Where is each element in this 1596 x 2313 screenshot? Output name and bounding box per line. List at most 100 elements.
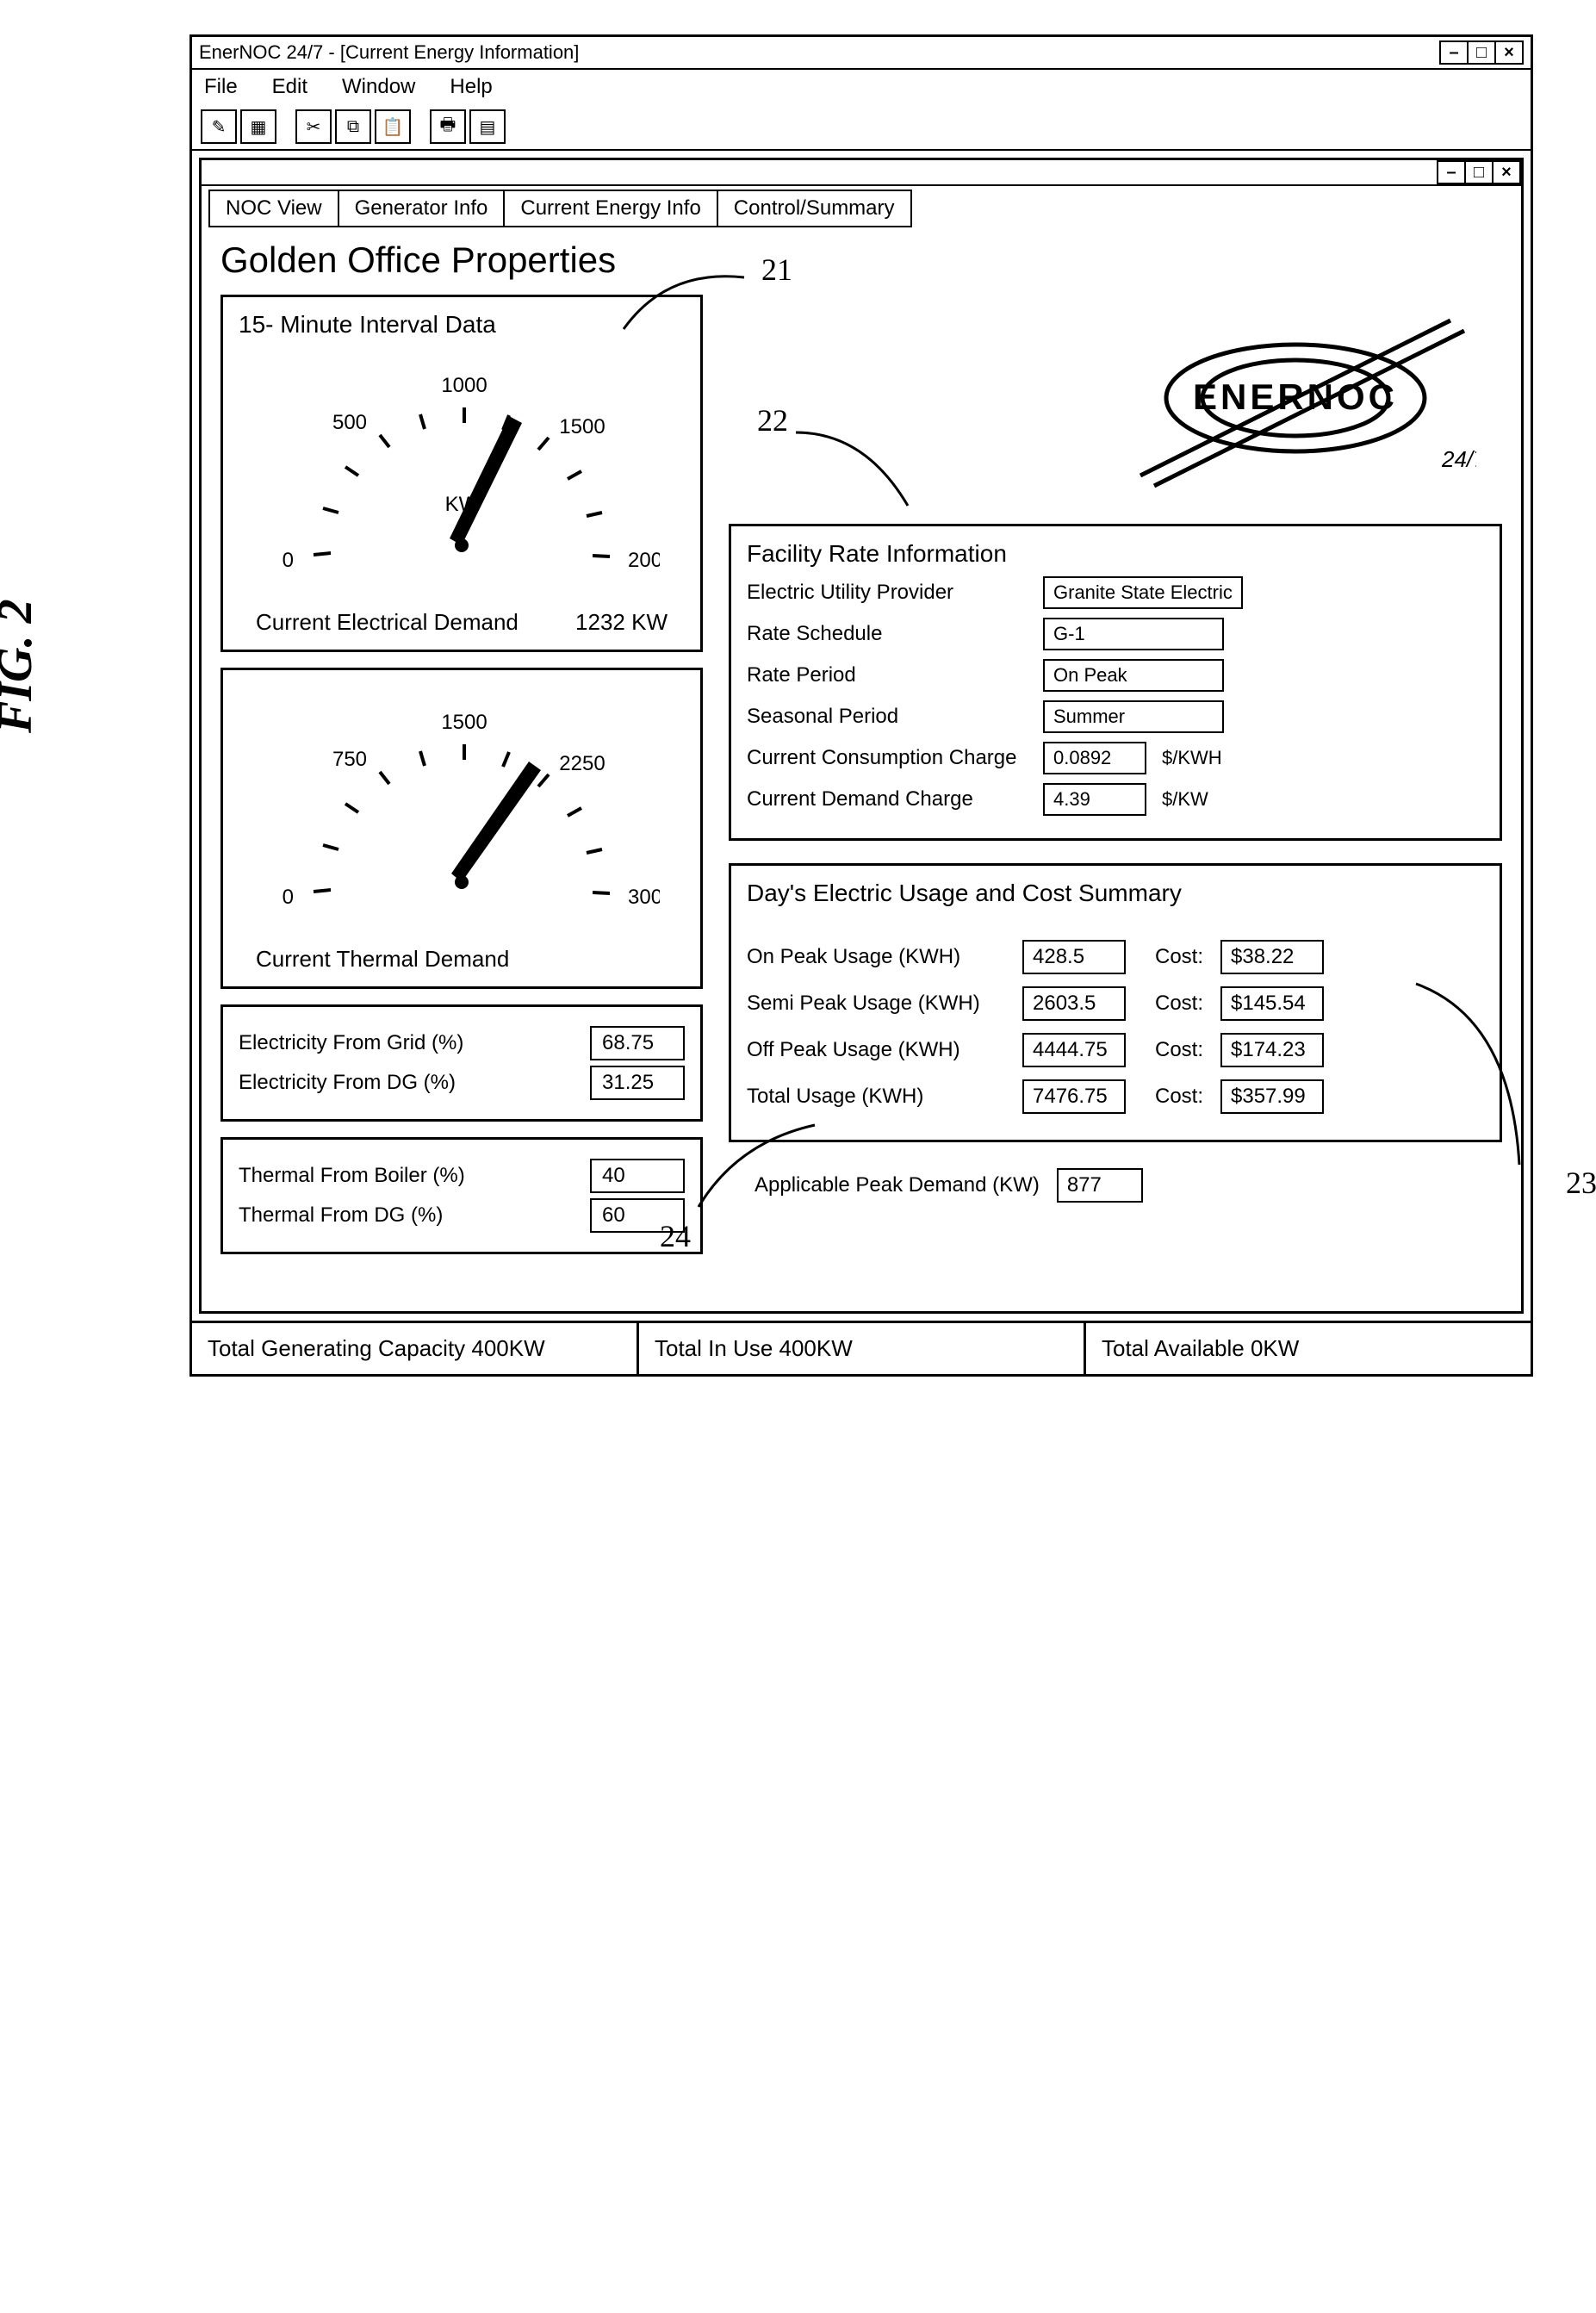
svg-text:3000: 3000: [628, 886, 660, 909]
rate-schedule-value: G-1: [1043, 618, 1224, 650]
usage-peak-wrap: 23 Day's Electric Usage and Cost Summary…: [729, 863, 1502, 1203]
peak-demand-value: 877: [1057, 1168, 1143, 1203]
app-window: EnerNOC 24/7 - [Current Energy Informati…: [189, 34, 1533, 1377]
svg-text:0: 0: [283, 549, 294, 572]
usage-row-onpeak: On Peak Usage (KWH) 428.5 Cost: $38.22: [747, 940, 1484, 974]
pct-therm-boiler-label: Thermal From Boiler (%): [239, 1164, 465, 1188]
rate-consumption-unit: $/KWH: [1162, 747, 1222, 769]
figure-label: FIG. 2: [0, 599, 43, 733]
gauge2-label: Current Thermal Demand: [256, 946, 509, 973]
thermal-demand-panel: 0 750 1500 2250 3000 Current T: [220, 668, 703, 989]
rate-demand-value: 4.39: [1043, 783, 1146, 816]
tab-generator-info[interactable]: Generator Info: [338, 190, 506, 227]
toolbar-btn-copy[interactable]: ⧉: [335, 109, 371, 144]
tab-control-summary[interactable]: Control/Summary: [717, 190, 912, 227]
usage-onpeak-cost: $38.22: [1220, 940, 1324, 974]
rate-row-seasonal: Seasonal Period Summer: [747, 700, 1484, 733]
tab-noc-view[interactable]: NOC View: [208, 190, 339, 227]
usage-onpeak-cost-label: Cost:: [1143, 945, 1203, 969]
rate-row-schedule: Rate Schedule G-1: [747, 618, 1484, 650]
usage-onpeak-value: 428.5: [1022, 940, 1126, 974]
thermal-pct-panel: Thermal From Boiler (%) 40 Thermal From …: [220, 1137, 703, 1254]
maximize-icon[interactable]: □: [1467, 40, 1496, 65]
usage-semipeak-label: Semi Peak Usage (KWH): [747, 992, 1005, 1016]
gauge1-value: 1232 KW: [575, 609, 668, 636]
tab-current-energy[interactable]: Current Energy Info: [503, 190, 717, 227]
rate-provider-label: Electric Utility Provider: [747, 581, 1031, 605]
pct-elec-dg-row: Electricity From DG (%) 31.25: [239, 1066, 685, 1100]
usage-offpeak-cost-label: Cost:: [1143, 1038, 1203, 1062]
toolbar-btn-cut[interactable]: ✂: [295, 109, 332, 144]
toolbar-btn-grid[interactable]: ▤: [469, 109, 506, 144]
callout-22: 22: [757, 402, 788, 438]
svg-text:24/7: 24/7: [1441, 446, 1476, 472]
callout-23: 23: [1566, 1165, 1596, 1201]
usage-total-value: 7476.75: [1022, 1079, 1126, 1114]
peak-demand-row: Applicable Peak Demand (KW) 877: [755, 1168, 1502, 1203]
content-area: 21 22 15- Minute Interval Data: [202, 286, 1521, 1311]
company-logo: ENERNOC 24/7: [1115, 295, 1476, 501]
rate-demand-label: Current Demand Charge: [747, 787, 1031, 811]
rate-row-consumption: Current Consumption Charge 0.0892 $/KWH: [747, 742, 1484, 774]
callout-21: 21: [761, 252, 792, 288]
gauge2-label-row: Current Thermal Demand: [239, 946, 685, 973]
child-maximize-icon[interactable]: □: [1464, 160, 1494, 184]
gauge1-label: Current Electrical Demand: [256, 609, 519, 636]
svg-text:750: 750: [332, 748, 367, 771]
usage-semipeak-value: 2603.5: [1022, 986, 1126, 1021]
usage-row-offpeak: Off Peak Usage (KWH) 4444.75 Cost: $174.…: [747, 1033, 1484, 1067]
usage-offpeak-cost: $174.23: [1220, 1033, 1324, 1067]
menu-window[interactable]: Window: [342, 75, 415, 99]
svg-text:1500: 1500: [441, 711, 487, 734]
menu-file[interactable]: File: [204, 75, 238, 99]
usage-semipeak-cost-label: Cost:: [1143, 992, 1203, 1016]
pct-elec-grid-row: Electricity From Grid (%) 68.75: [239, 1026, 685, 1060]
child-minimize-icon[interactable]: –: [1437, 160, 1466, 184]
toolbar-btn-print[interactable]: 🖶: [430, 109, 466, 144]
callout-curve-24: [686, 1116, 832, 1220]
menubar: File Edit Window Help: [192, 70, 1531, 104]
pct-therm-dg-row: Thermal From DG (%) 60: [239, 1198, 685, 1233]
usage-panel-title: Day's Electric Usage and Cost Summary: [747, 880, 1484, 907]
interval-data-panel: 15- Minute Interval Data: [220, 295, 703, 652]
usage-offpeak-value: 4444.75: [1022, 1033, 1126, 1067]
rate-seasonal-value: Summer: [1043, 700, 1224, 733]
gauge1-label-row: Current Electrical Demand 1232 KW: [239, 609, 685, 636]
electricity-pct-panel: Electricity From Grid (%) 68.75 Electric…: [220, 1004, 703, 1122]
window-title: EnerNOC 24/7 - [Current Energy Informati…: [199, 41, 579, 64]
usage-cost-panel: Day's Electric Usage and Cost Summary On…: [729, 863, 1502, 1142]
child-close-icon[interactable]: ×: [1492, 160, 1521, 184]
minimize-icon[interactable]: –: [1439, 40, 1469, 65]
pct-therm-dg-label: Thermal From DG (%): [239, 1203, 443, 1228]
svg-text:2250: 2250: [559, 752, 605, 775]
usage-total-cost-label: Cost:: [1143, 1085, 1203, 1109]
status-total-in-use: Total In Use 400KW: [639, 1323, 1086, 1374]
usage-row-total: Total Usage (KWH) 7476.75 Cost: $357.99: [747, 1079, 1484, 1114]
close-icon[interactable]: ×: [1494, 40, 1524, 65]
rate-period-label: Rate Period: [747, 663, 1031, 687]
toolbar-btn-paste[interactable]: 📋: [375, 109, 411, 144]
toolbar: ✎ ▦ ✂ ⧉ 📋 🖶 ▤: [192, 104, 1531, 151]
toolbar-btn-1[interactable]: ✎: [201, 109, 237, 144]
rate-consumption-value: 0.0892: [1043, 742, 1146, 774]
svg-text:0: 0: [283, 886, 294, 909]
svg-text:1500: 1500: [559, 415, 605, 438]
tab-bar: NOC View Generator Info Current Energy I…: [202, 186, 1521, 227]
toolbar-btn-2[interactable]: ▦: [240, 109, 276, 144]
menu-edit[interactable]: Edit: [272, 75, 307, 99]
window-controls: – □ ×: [1441, 40, 1524, 65]
rate-panel-title: Facility Rate Information: [747, 540, 1484, 568]
usage-total-label: Total Usage (KWH): [747, 1085, 1005, 1109]
left-column: 15- Minute Interval Data: [220, 295, 703, 1294]
usage-row-semipeak: Semi Peak Usage (KWH) 2603.5 Cost: $145.…: [747, 986, 1484, 1021]
menu-help[interactable]: Help: [450, 75, 492, 99]
child-window: – □ × NOC View Generator Info Current En…: [199, 158, 1524, 1314]
pct-elec-dg-value: 31.25: [590, 1066, 685, 1100]
rate-schedule-label: Rate Schedule: [747, 622, 1031, 646]
svg-text:500: 500: [332, 411, 367, 434]
callout-curve-22: [787, 424, 942, 519]
rate-consumption-label: Current Consumption Charge: [747, 746, 1031, 770]
rate-row-provider: Electric Utility Provider Granite State …: [747, 576, 1484, 609]
usage-total-cost: $357.99: [1220, 1079, 1324, 1114]
svg-text:ENERNOC: ENERNOC: [1193, 376, 1398, 417]
